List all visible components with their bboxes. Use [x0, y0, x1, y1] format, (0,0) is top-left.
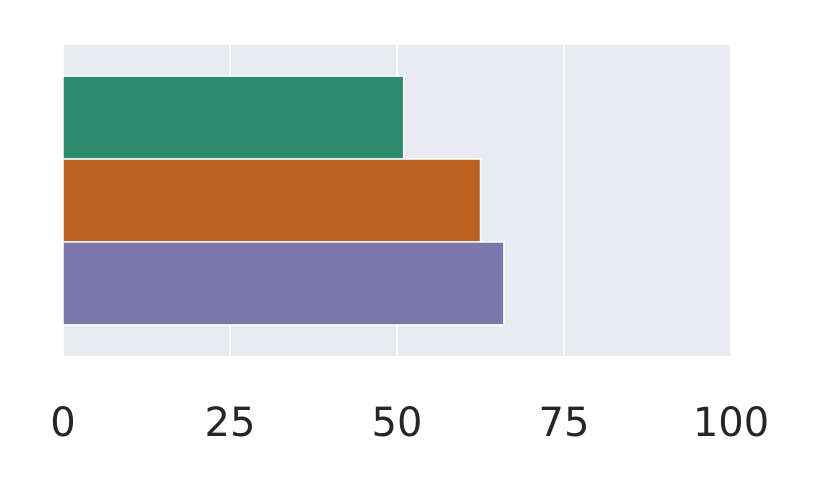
- bar: [62, 158, 482, 243]
- bar: [62, 75, 405, 160]
- bar: [62, 241, 505, 326]
- x-tick-label: 25: [205, 400, 256, 446]
- x-tick-label: 50: [372, 400, 423, 446]
- x-tick-label: 75: [539, 400, 590, 446]
- x-tick-label: 0: [50, 400, 75, 446]
- x-tick-label: 100: [693, 400, 769, 446]
